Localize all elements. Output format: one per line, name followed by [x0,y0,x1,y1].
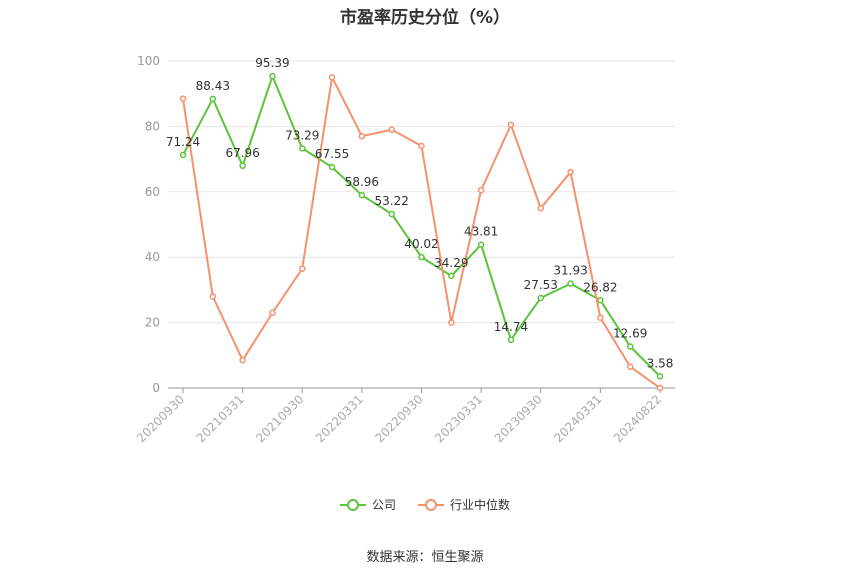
legend-company-marker [339,498,366,511]
company-point [388,210,395,218]
company-data-label: 14.74 [494,320,528,334]
industry-point [507,121,515,129]
industry-point [328,74,336,81]
company-data-label: 95.39 [255,56,289,70]
industry-point [656,384,664,392]
company-point [567,280,574,287]
chart-title: 市盈率历史分位（%） [339,8,511,28]
company-point [477,241,485,248]
x-tick-label: 20240331 [551,392,604,445]
y-tick-label: 40 [145,250,160,264]
x-tick-label: 20230930 [492,392,545,445]
company-data-label: 26.82 [583,280,617,294]
x-tick-label: 20210331 [194,392,247,445]
industry-point [299,265,306,272]
industry-point [388,126,395,133]
company-point [507,336,515,344]
company-point [299,145,306,152]
legend-label-company: 公司 [371,498,396,512]
company-point [656,373,664,380]
company-data-label: 53.22 [375,194,409,208]
industry-point [567,168,574,176]
company-point [358,191,366,199]
x-tick-label: 20220930 [373,392,426,445]
company-point [269,72,276,80]
company-point [597,297,604,304]
company-data-label: 58.96 [345,175,379,189]
industry-point [179,95,187,102]
industry-point [358,132,366,140]
industry-point [477,186,485,194]
x-tick-label: 20230331 [432,392,485,445]
legend-label-industry: 行业中位数 [450,498,511,512]
legend-industry-marker [418,498,444,511]
y-tick-label: 20 [145,316,160,330]
x-tick-label: 20240822 [611,392,664,445]
series-layer [179,72,664,392]
industry-point [239,356,246,364]
company-data-label: 31.93 [553,264,587,278]
company-point [179,151,187,159]
company-data-label: 27.53 [524,278,558,292]
industry-point [448,319,455,326]
legend-item-company[interactable]: 公司 [339,496,396,513]
company-point [328,163,336,171]
industry-point [269,309,276,317]
company-point [537,294,544,302]
industry-point [418,142,425,150]
industry-point [209,293,217,300]
company-data-label: 3.58 [647,356,674,370]
company-data-label: 43.81 [464,225,498,239]
x-tick-label: 20200930 [134,392,187,445]
company-data-label: 88.43 [196,79,230,93]
y-tick-label: 60 [145,185,160,199]
industry-point [626,363,634,370]
label-layer: 71.24 88.43 67.96 95.39 73.29 67.55 58.96 53.22… [166,56,674,370]
source-note: 数据来源：恒生聚源 [366,550,484,565]
y-tick-label: 100 [137,54,160,68]
company-data-label: 40.02 [404,237,438,251]
company-data-label: 67.96 [225,146,259,160]
company-data-label: 12.69 [613,327,647,341]
y-tick-label: 80 [145,119,160,133]
company-point [209,95,217,103]
legend: 公司 行业中位数 [0,496,850,513]
company-point [418,253,425,261]
industry-point [597,314,604,321]
x-tick-label: 20220331 [313,392,366,445]
company-point [239,162,246,170]
legend-item-industry[interactable]: 行业中位数 [418,496,510,513]
grid-layer [168,60,675,389]
y-tick-label: 0 [152,381,160,395]
company-line [182,75,661,378]
company-point [626,343,634,350]
company-point [448,272,455,280]
x-tick-label: 20210930 [253,392,306,445]
industry-point [537,204,544,212]
industry-line [182,76,661,389]
company-data-label: 67.55 [315,147,349,161]
company-data-label: 71.24 [166,135,200,149]
company-data-label: 34.29 [434,256,468,270]
company-data-label: 73.29 [285,128,319,142]
